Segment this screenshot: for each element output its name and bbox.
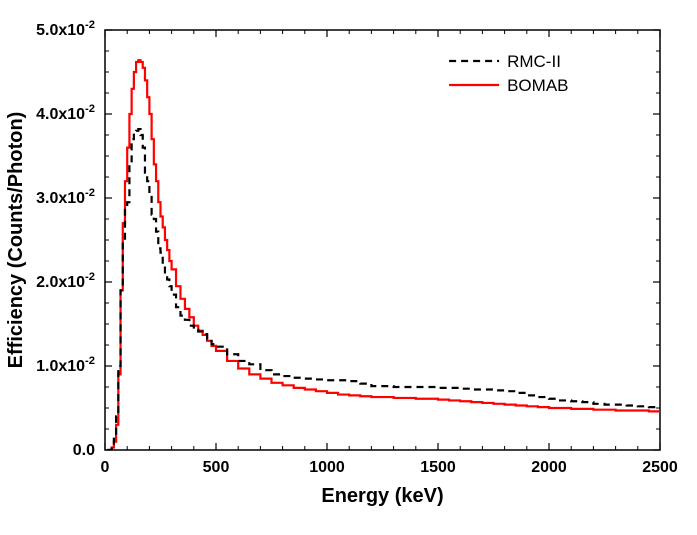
x-axis-title: Energy (keV) [321,485,443,507]
legend-label-bomab: BOMAB [507,76,568,95]
y-axis-title: Efficiency (Counts/Photon) [5,112,27,369]
x-tick-label: 2000 [531,459,567,476]
chart-svg: 050010001500200025000.01.0x10-22.0x10-23… [0,0,697,535]
efficiency-chart: 050010001500200025000.01.0x10-22.0x10-23… [0,0,697,535]
x-tick-label: 0 [101,459,110,476]
x-tick-label: 1500 [420,459,456,476]
y-tick-label: 0.0 [73,442,95,459]
x-tick-label: 1000 [309,459,345,476]
x-tick-label: 2500 [642,459,678,476]
legend-label-rmc: RMC-II [507,52,561,71]
x-tick-label: 500 [203,459,230,476]
